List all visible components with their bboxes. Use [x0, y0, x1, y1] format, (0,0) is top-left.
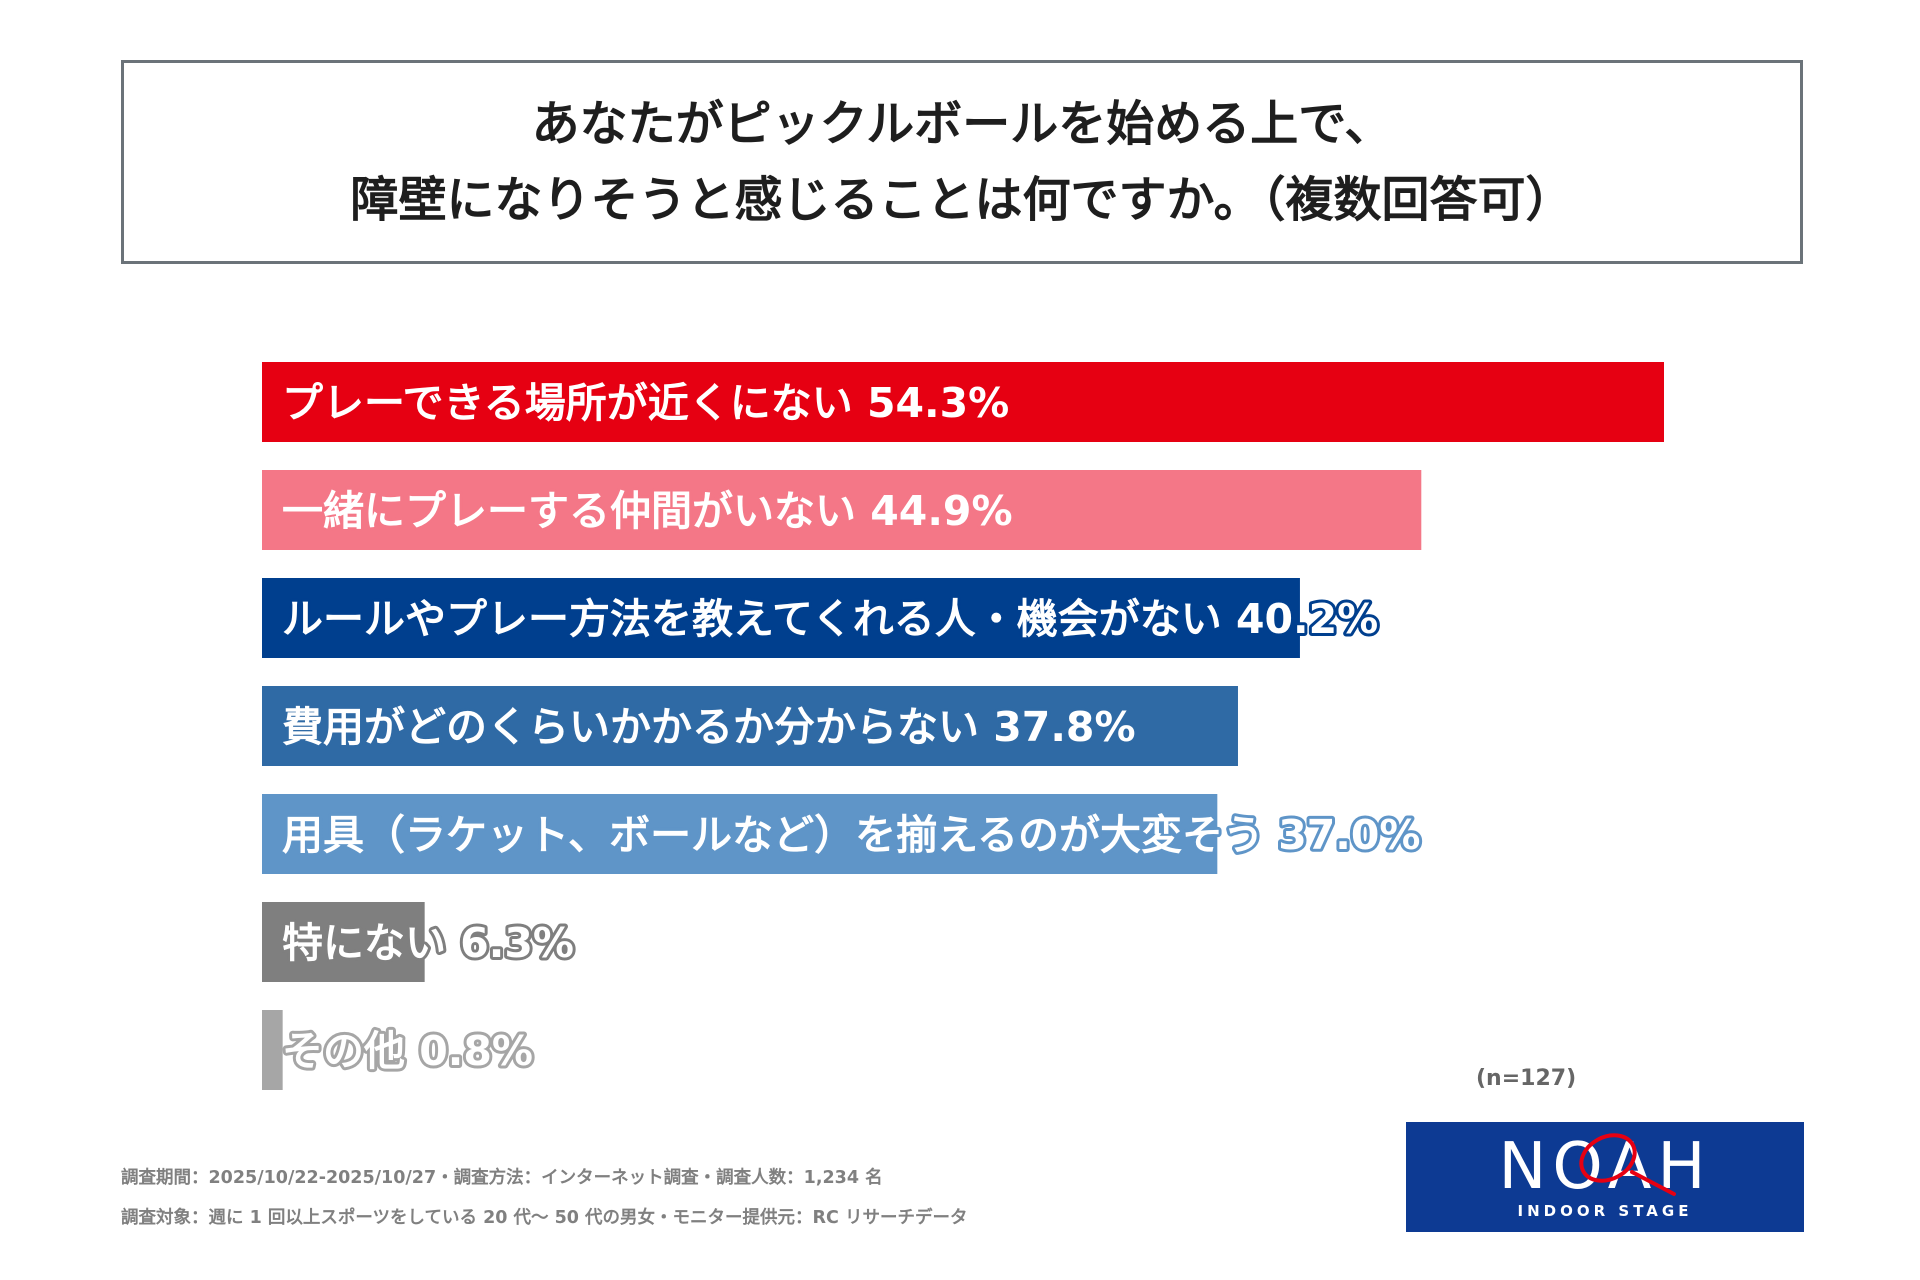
value-label-3: 40.2%	[1236, 595, 1378, 643]
category-label-2: 一緒にプレーする仲間がいない	[282, 487, 870, 535]
title-box: あなたがピックルボールを始める上で、 障壁になりそうと感じることは何ですか。（複…	[121, 60, 1803, 264]
bar-label-4: 費用がどのくらいかかるか分からない 37.8%	[282, 703, 1136, 751]
bar-6	[262, 902, 425, 982]
bar-label-2: 一緒にプレーする仲間がいない 44.9%	[282, 487, 1013, 535]
category-label-4: 費用がどのくらいかかるか分からない	[282, 703, 993, 751]
noah-logo: NOAH INDOOR STAGE	[1406, 1122, 1804, 1232]
sample-size: (n=127)	[1476, 1066, 1577, 1091]
category-label-7: その他	[282, 1027, 419, 1075]
bar-1	[262, 362, 1664, 442]
bar-3	[262, 578, 1300, 658]
value-label-5: 37.0%	[1278, 811, 1420, 859]
bar-4	[262, 686, 1238, 766]
bar-label-3: ルールやプレー方法を教えてくれる人・機会がない 40.2%	[282, 595, 1378, 643]
value-label-6: 6.3%	[460, 919, 574, 967]
value-label-2: 44.9%	[870, 487, 1012, 535]
racket-icon	[1579, 1133, 1676, 1196]
value-label-4: 37.8%	[993, 703, 1135, 751]
logo-subtitle: INDOOR STAGE	[1517, 1202, 1693, 1220]
footnote-survey-period: 調査期間：2025/10/22-2025/10/27・調査方法：インターネット調…	[121, 1168, 883, 1188]
bar-5	[262, 794, 1218, 874]
category-label-5: 用具（ラケット、ボールなど）を揃えるのが大変そう	[282, 811, 1278, 859]
category-label-1: プレーできる場所が近くにない	[282, 379, 867, 427]
bar-label-5: 用具（ラケット、ボールなど）を揃えるのが大変そう 37.0%	[282, 811, 1420, 859]
category-label-3: ルールやプレー方法を教えてくれる人・機会がない	[282, 595, 1236, 643]
value-label-7: 0.8%	[419, 1027, 533, 1075]
bar-label-1: プレーできる場所が近くにない 54.3%	[282, 379, 1009, 427]
bar-7	[262, 1010, 283, 1090]
bar-2	[262, 470, 1422, 550]
category-label-6: 特にない	[282, 919, 460, 967]
bar-label-7: その他 0.8%	[282, 1027, 533, 1075]
value-label-1: 54.3%	[867, 379, 1009, 427]
footnote-survey-target: 調査対象：週に 1 回以上スポーツをしている 20 代〜 50 代の男女・モニタ…	[121, 1208, 968, 1228]
chart-title-line-2: 障壁になりそうと感じることは何ですか。（複数回答可）	[350, 172, 1574, 228]
bar-label-6: 特にない 6.3%	[282, 919, 574, 967]
chart-title-line-1: あなたがピックルボールを始める上で、	[531, 96, 1393, 152]
